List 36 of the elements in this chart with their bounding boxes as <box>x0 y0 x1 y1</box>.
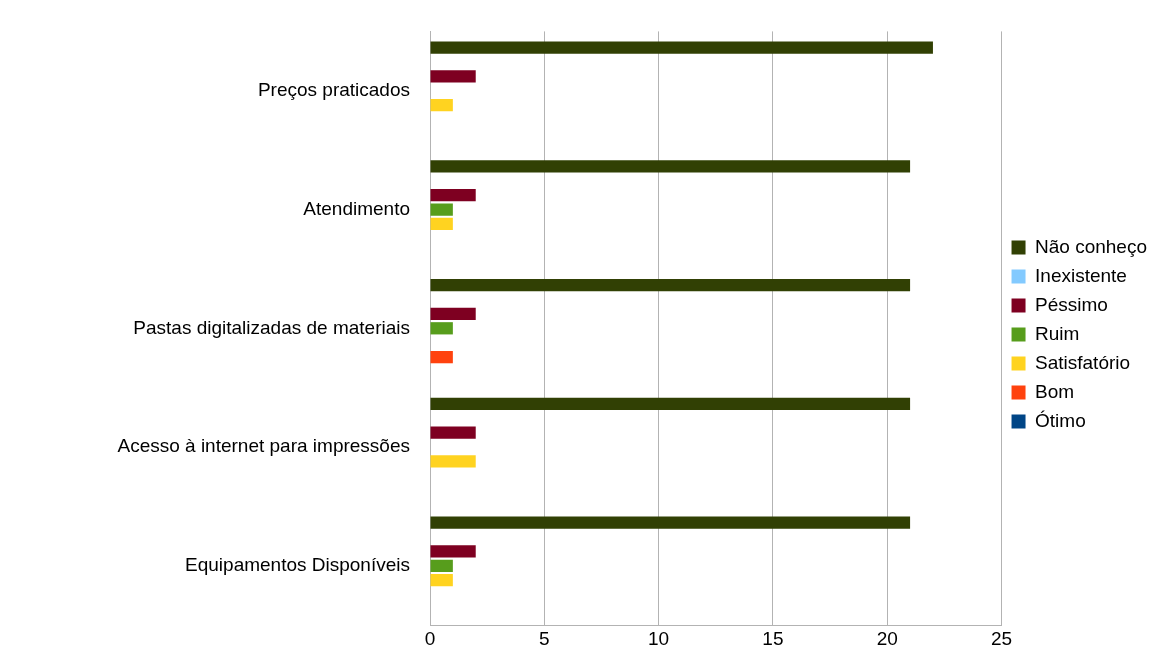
bar <box>430 426 476 439</box>
legend-label: Ótimo <box>1035 409 1086 431</box>
bar <box>430 217 453 231</box>
bar <box>430 160 911 173</box>
bar <box>430 188 476 202</box>
x-tick-label: 25 <box>990 627 1013 649</box>
x-tick-label: 5 <box>539 627 550 649</box>
y-tick-label: Pastas digitalizadas de materiais <box>133 316 410 338</box>
x-tick-label: 20 <box>876 627 898 649</box>
legend-label: Inexistente <box>1035 264 1127 286</box>
y-tick-label: Equipamentos Disponíveis <box>185 554 410 576</box>
bar <box>430 545 476 558</box>
bar <box>430 70 476 83</box>
x-tick-label: 10 <box>648 627 670 649</box>
y-tick-label: Preços praticados <box>257 79 410 101</box>
bar <box>430 516 911 529</box>
legend-label: Péssimo <box>1035 293 1108 315</box>
bar <box>430 322 453 335</box>
bar <box>430 559 453 572</box>
bar <box>430 455 476 468</box>
bar <box>430 307 476 321</box>
bar <box>430 574 453 587</box>
legend-label: Ruim <box>1035 322 1080 344</box>
bar <box>430 351 453 364</box>
legend-label: Satisfatório <box>1035 351 1131 373</box>
legend-label: Bom <box>1035 380 1075 402</box>
x-tick-label: 0 <box>424 627 436 649</box>
bar <box>430 397 911 410</box>
bar <box>430 203 453 216</box>
x-tick-label: 15 <box>762 627 784 649</box>
legend-label: Não conheço <box>1035 235 1147 257</box>
y-tick-label: Atendimento <box>303 197 410 219</box>
bar <box>430 99 453 112</box>
bar <box>430 41 933 54</box>
bar <box>430 278 911 292</box>
y-tick-label: Acesso à internet para impressões <box>117 435 410 457</box>
